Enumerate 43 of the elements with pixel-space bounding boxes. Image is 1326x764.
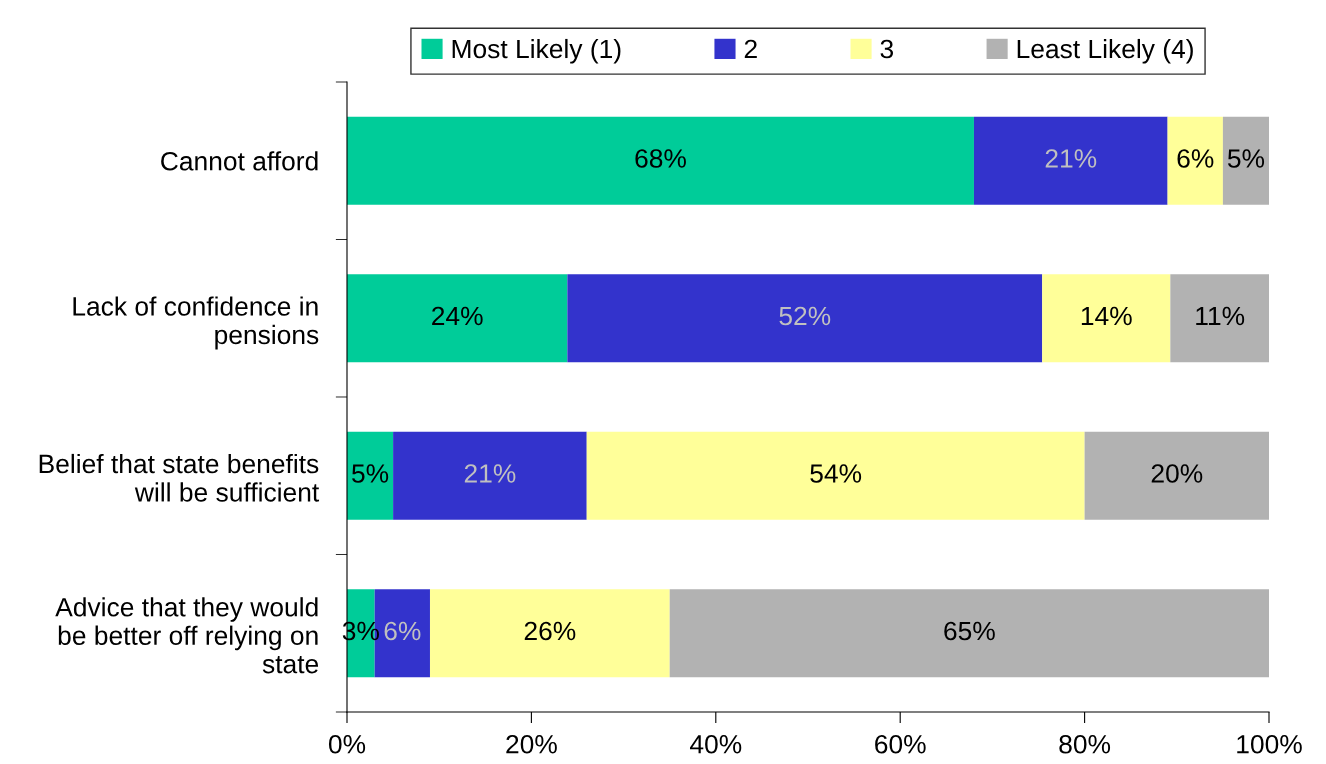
x-tick-label: 20%: [506, 734, 557, 754]
x-tick-label: 0%: [328, 734, 366, 754]
x-tick-label: 40%: [690, 734, 742, 754]
data-label: 21%: [1045, 149, 1097, 168]
data-label: 5%: [352, 464, 389, 483]
bar: [347, 274, 568, 363]
y-tick-label: Belief that state benefits will be sufficient: [39, 453, 320, 502]
bar: [973, 116, 1168, 205]
bar: [393, 431, 587, 520]
data-label: 11%: [1196, 306, 1245, 326]
data-label: 20%: [1151, 464, 1203, 483]
x-tick-label: 80%: [1059, 734, 1111, 754]
bar: [1170, 274, 1269, 363]
data-label: 14%: [1081, 306, 1132, 326]
legend-label: Least Likely (4): [1017, 38, 1193, 64]
data-label: 68%: [635, 149, 686, 168]
data-label: 6%: [1177, 149, 1214, 168]
legend-label: Most Likely (1): [452, 38, 621, 64]
bar: [1167, 116, 1223, 205]
data-label: 54%: [810, 464, 862, 483]
bar: [1042, 274, 1171, 363]
data-label: 6%: [384, 621, 421, 641]
y-tick-label: Lack of confidence in pensions: [73, 296, 319, 350]
bar: [1084, 431, 1269, 520]
data-label: 26%: [524, 621, 576, 641]
bar: [347, 431, 394, 520]
data-label: 52%: [779, 306, 831, 326]
x-tick-label: 60%: [875, 734, 926, 754]
legend-label: 3: [880, 39, 894, 59]
bar: [1222, 116, 1269, 205]
bar: [347, 116, 974, 205]
x-tick-label: 100%: [1237, 734, 1302, 754]
bar: [669, 589, 1269, 678]
y-tick-label: Cannot afford: [161, 151, 318, 171]
y-tick-label: Advice that they would be better off relying on state: [55, 597, 319, 674]
bar: [429, 589, 670, 678]
legend-label: 2: [744, 39, 757, 59]
bar: [567, 274, 1043, 363]
data-label: 21%: [464, 464, 516, 483]
data-label: 24%: [432, 306, 483, 326]
bar: [586, 431, 1085, 520]
data-label: 5%: [1227, 149, 1265, 168]
data-label: 65%: [944, 621, 995, 641]
